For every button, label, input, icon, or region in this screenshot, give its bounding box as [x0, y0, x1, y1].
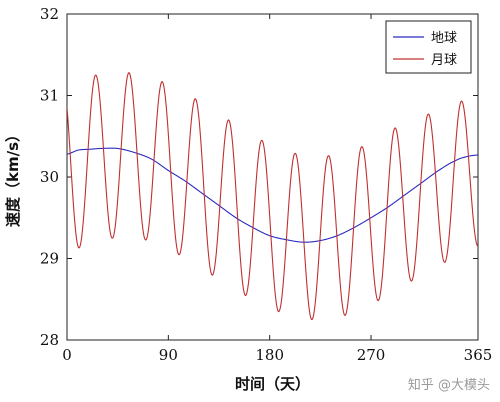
series-line-earth	[67, 147, 478, 243]
legend: 地球 月球	[385, 20, 472, 74]
watermark: 知乎 @大模头	[408, 377, 490, 393]
x-tick-label: 0	[62, 346, 72, 364]
series-line-moon	[67, 72, 478, 321]
x-tick-label: 90	[159, 346, 178, 364]
plot-area: 0 90 180 270 365 28 29 30 31 32	[40, 5, 492, 364]
legend-label-moon: 月球	[431, 53, 457, 68]
x-axis-label: 时间（天）	[235, 375, 310, 393]
y-tick-label: 32	[40, 5, 59, 23]
y-tick-label: 29	[40, 250, 59, 268]
y-tick-label: 28	[40, 331, 59, 349]
y-axis-label: 速度（km/s）	[4, 127, 22, 227]
x-ticks: 0 90 180 270 365	[62, 14, 492, 364]
legend-label-earth: 地球	[431, 31, 457, 46]
x-tick-label: 270	[357, 346, 386, 364]
y-tick-label: 31	[40, 87, 59, 105]
x-tick-label: 180	[255, 346, 284, 364]
y-ticks: 28 29 30 31 32	[40, 5, 478, 349]
x-tick-label: 365	[464, 346, 493, 364]
series-layer	[67, 72, 478, 321]
legend-box	[385, 20, 472, 74]
y-tick-label: 30	[40, 168, 59, 186]
